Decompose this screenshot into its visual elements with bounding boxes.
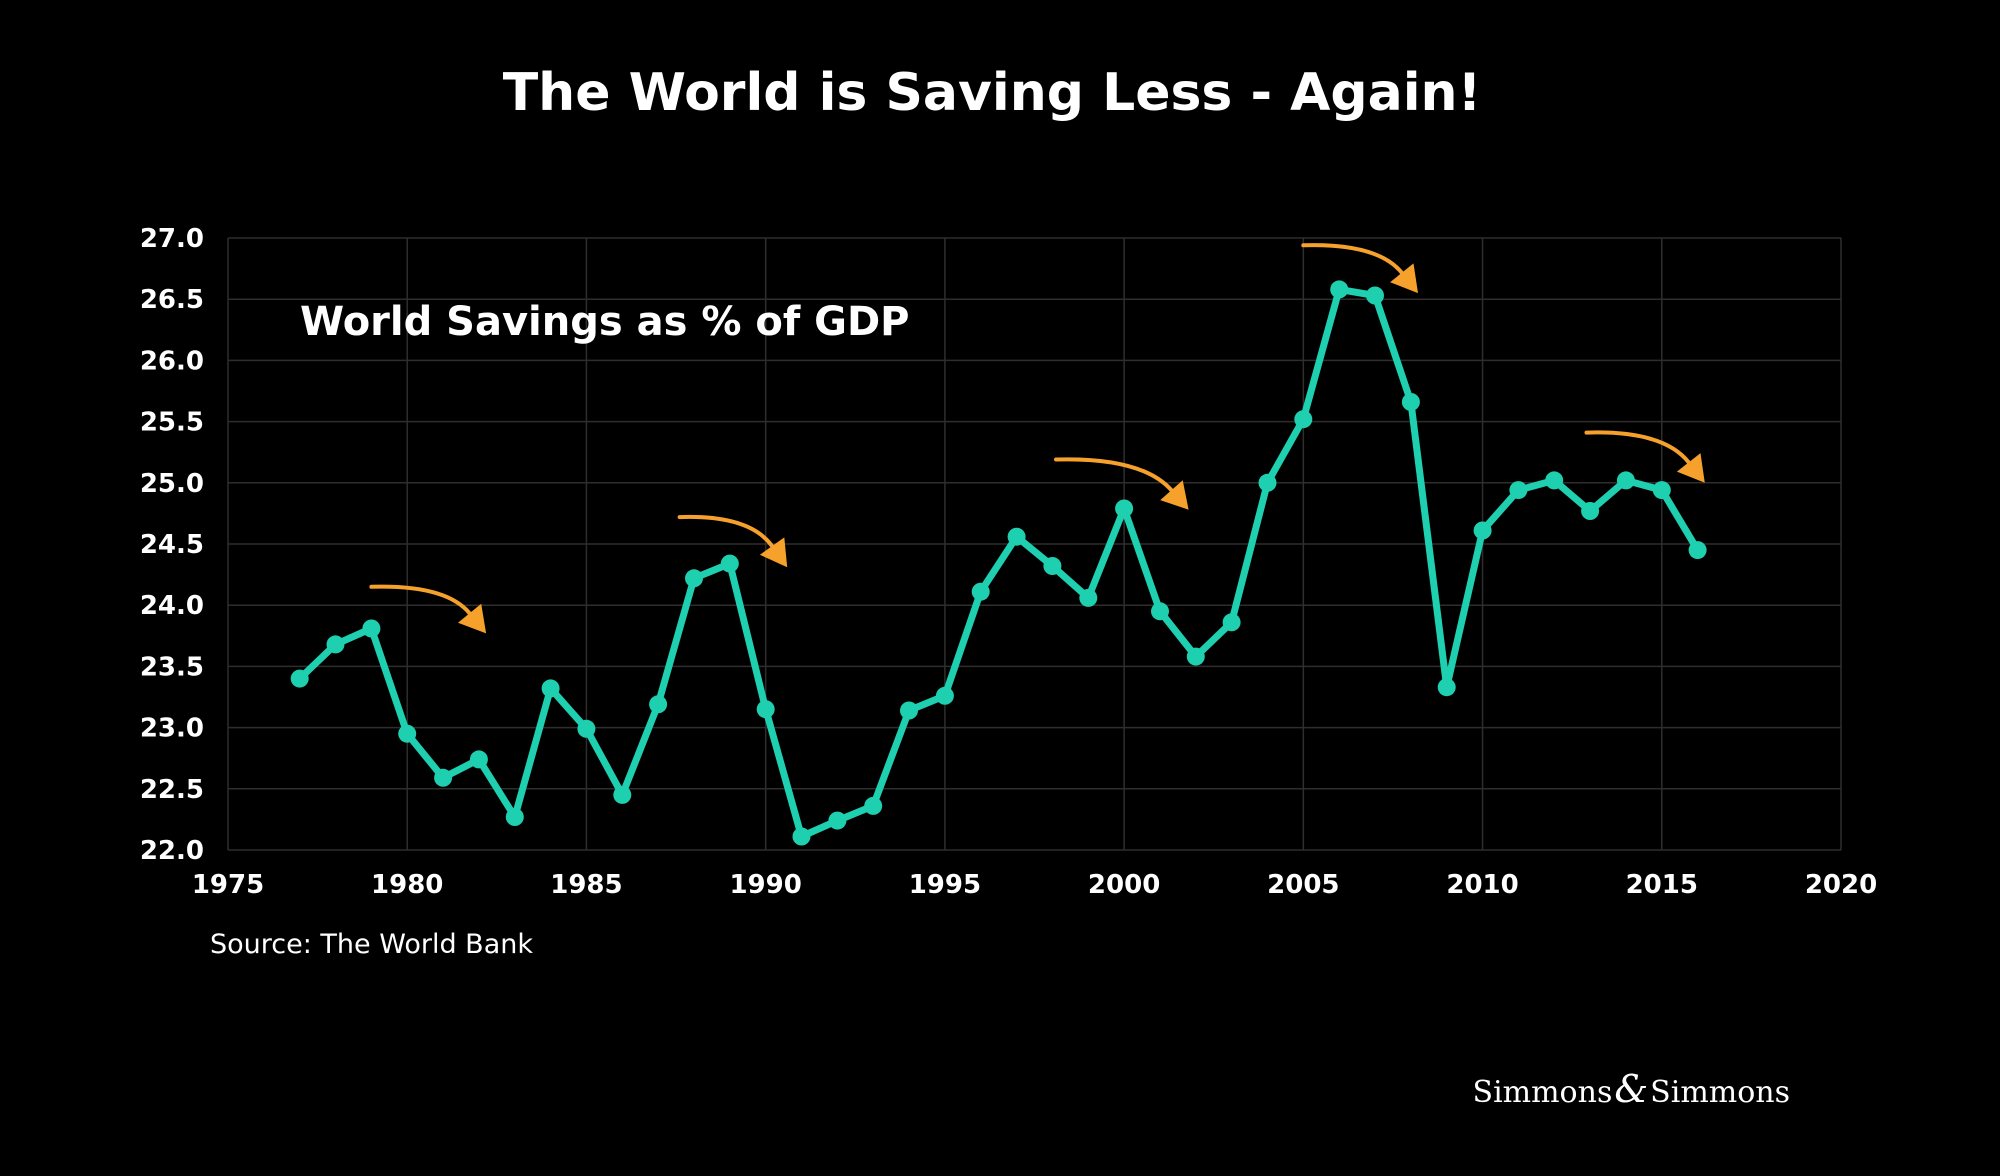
data-point-2014 (1616, 471, 1635, 490)
data-point-2010 (1473, 521, 1492, 540)
brand-left: Simmons (1473, 1075, 1613, 1110)
data-point-2007 (1366, 286, 1384, 305)
trend-arrow-4 (1584, 430, 1705, 483)
data-point-1980 (398, 724, 417, 743)
data-point-2003 (1222, 613, 1241, 632)
data-point-1994 (900, 701, 918, 720)
series-world-savings (290, 280, 1707, 846)
trend-arrows (369, 243, 1705, 634)
data-point-1982 (469, 750, 488, 769)
trend-arrow-1 (677, 514, 788, 568)
trend-arrow-0 (369, 584, 487, 634)
data-point-1992 (828, 811, 847, 830)
trend-arrow-3 (1301, 243, 1418, 294)
data-point-1979 (362, 619, 381, 638)
data-point-2012 (1545, 471, 1564, 490)
data-point-2005 (1294, 410, 1313, 429)
brand-amp: & (1614, 1067, 1648, 1111)
trend-arrow-head (1160, 480, 1189, 510)
trend-arrow-shaft (369, 584, 472, 616)
y-axis: 22.0 22.5 23.0 23.5 24.0 24.5 25.0 25.5 26.0 26.5… (140, 224, 204, 866)
data-point-2008 (1401, 393, 1420, 411)
trend-arrow-head (1676, 453, 1705, 483)
y-tick-label: 26.0 (140, 346, 204, 376)
series-line (296, 285, 1702, 840)
data-point-1977 (290, 669, 309, 688)
y-tick-label: 26.5 (140, 285, 204, 315)
x-tick-label: 2020 (1805, 870, 1877, 900)
data-point-1986 (613, 785, 632, 804)
trend-arrow-head (1390, 263, 1418, 294)
data-point-2011 (1509, 481, 1528, 500)
data-point-1991 (792, 827, 811, 846)
trend-arrow-shaft (1054, 457, 1174, 493)
trend-arrow-shaft (1301, 243, 1404, 275)
data-point-2002 (1186, 647, 1205, 666)
data-point-1993 (864, 796, 883, 815)
x-tick-label: 2000 (1088, 870, 1160, 900)
x-axis: 1975 1980 1985 1990 1995 2000 2005 2010 2015 2020 (192, 870, 1877, 900)
chart-title: The World is Saving Less - Again! (503, 63, 1482, 123)
data-point-1978 (326, 635, 345, 654)
data-point-2009 (1437, 678, 1456, 697)
x-tick-label: 1980 (371, 870, 443, 900)
data-point-1996 (971, 582, 990, 601)
data-point-2016 (1688, 541, 1707, 560)
brand-logo: Simmons&Simmons (1473, 1067, 1790, 1111)
y-tick-label: 25.5 (140, 408, 204, 438)
y-tick-label: 23.5 (140, 652, 204, 682)
x-tick-label: 1975 (192, 870, 264, 900)
data-point-1983 (505, 808, 524, 826)
data-point-2015 (1652, 481, 1671, 500)
data-point-2013 (1581, 502, 1600, 520)
x-tick-label: 1985 (550, 870, 622, 900)
x-tick-label: 2015 (1626, 870, 1698, 900)
chart-annotation: World Savings as % of GDP (300, 299, 910, 345)
source-note: Source: The World Bank (210, 929, 533, 960)
trend-arrow-shaft (677, 514, 775, 549)
data-point-2006 (1330, 280, 1349, 299)
data-point-1985 (577, 719, 596, 738)
data-point-1997 (1007, 527, 1026, 546)
data-point-1990 (756, 700, 775, 719)
data-point-1981 (434, 768, 453, 787)
x-tick-label: 1990 (729, 870, 801, 900)
data-point-2001 (1151, 602, 1169, 621)
y-tick-label: 24.0 (140, 591, 204, 621)
brand-right: Simmons (1650, 1075, 1790, 1110)
x-tick-label: 2010 (1446, 870, 1518, 900)
data-point-2004 (1258, 473, 1277, 492)
data-point-1987 (649, 695, 668, 714)
data-point-1995 (935, 686, 954, 705)
trend-arrow-head (458, 603, 487, 634)
y-tick-label: 25.0 (140, 469, 204, 499)
data-point-1984 (541, 679, 560, 698)
data-point-1998 (1043, 557, 1062, 575)
y-tick-label: 27.0 (140, 224, 204, 254)
y-tick-label: 22.0 (140, 836, 204, 866)
data-point-2000 (1115, 499, 1134, 518)
y-tick-label: 22.5 (140, 775, 204, 805)
data-point-1999 (1079, 588, 1098, 607)
chart-grid (227, 237, 1842, 851)
x-tick-label: 1995 (909, 870, 981, 900)
trend-arrow-head (759, 537, 788, 568)
data-point-1988 (685, 569, 703, 588)
x-tick-label: 2005 (1267, 870, 1339, 900)
y-tick-label: 23.0 (140, 714, 204, 744)
y-tick-label: 24.5 (140, 530, 204, 560)
trend-arrow-shaft (1584, 430, 1691, 465)
trend-arrow-2 (1054, 457, 1189, 510)
data-point-1989 (720, 554, 739, 573)
